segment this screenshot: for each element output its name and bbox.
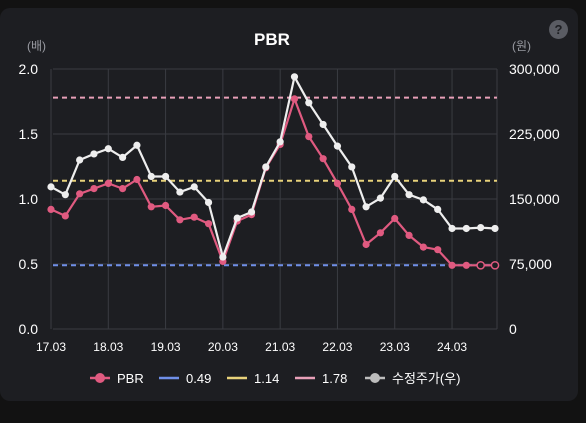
legend-label: PBR	[117, 371, 144, 386]
data-point	[119, 153, 127, 161]
data-point	[376, 194, 385, 202]
y-left-tick-label: 0.5	[19, 256, 39, 272]
legend-item: 1.78	[295, 371, 347, 386]
data-point	[61, 191, 69, 199]
y-left-tick-label: 1.5	[19, 126, 39, 142]
data-point	[462, 261, 470, 269]
x-tick-label: 23.03	[380, 340, 410, 354]
x-tick-label: 17.03	[36, 340, 66, 354]
data-point	[462, 224, 470, 233]
data-point	[176, 216, 184, 224]
data-point	[405, 231, 413, 239]
data-point	[161, 201, 170, 210]
data-point	[434, 246, 442, 254]
legend-label: 0.49	[186, 371, 211, 386]
data-point	[405, 191, 413, 199]
data-point	[391, 172, 399, 181]
data-point	[290, 73, 299, 81]
data-point	[247, 208, 256, 216]
data-point	[305, 99, 313, 107]
chart-card	[0, 8, 578, 401]
data-point	[276, 138, 284, 146]
legend-swatch-dot	[95, 373, 105, 383]
data-point	[319, 120, 327, 129]
x-tick-label: 19.03	[151, 340, 181, 354]
help-icon[interactable]: ?	[549, 20, 568, 39]
data-point	[419, 243, 427, 251]
data-point	[348, 163, 356, 171]
data-point	[362, 240, 370, 249]
data-point	[190, 183, 198, 191]
series-line	[50, 75, 496, 259]
data-point	[434, 205, 442, 213]
y-right-tick-label: 225,000	[509, 126, 560, 142]
legend-item: PBR	[90, 371, 144, 386]
data-point	[147, 203, 155, 211]
y-right-tick-label: 300,000	[509, 61, 560, 77]
data-point	[490, 260, 500, 270]
series-line	[50, 97, 495, 267]
data-point	[319, 155, 327, 163]
data-point	[147, 172, 155, 181]
data-point	[376, 229, 385, 237]
data-point	[219, 253, 227, 261]
data-point	[90, 185, 98, 193]
data-point	[419, 196, 427, 204]
data-point	[133, 175, 141, 184]
data-point	[47, 183, 55, 191]
left-axis-unit: (배)	[27, 39, 46, 53]
data-point	[176, 188, 184, 196]
legend-item: 1.14	[227, 371, 279, 386]
data-point	[333, 142, 342, 150]
data-point	[204, 220, 213, 228]
x-tick-label: 18.03	[93, 340, 123, 354]
data-point	[362, 203, 370, 211]
data-point	[305, 133, 313, 141]
legend-label: 1.78	[322, 371, 347, 386]
data-point	[104, 145, 112, 153]
data-point	[333, 179, 342, 187]
data-point	[104, 179, 112, 187]
legend-item: 수정주가(우)	[365, 371, 460, 386]
data-point	[119, 185, 127, 193]
x-tick-label: 24.03	[437, 340, 467, 354]
legend-label: 수정주가(우)	[392, 371, 460, 386]
chart-title: PBR	[254, 30, 290, 49]
legend-item: 0.49	[159, 371, 211, 386]
data-point	[491, 224, 499, 233]
data-point	[262, 163, 270, 171]
data-point	[290, 95, 299, 103]
data-point	[233, 214, 241, 222]
data-point	[448, 224, 456, 233]
data-point	[133, 141, 141, 149]
data-point	[476, 260, 486, 270]
data-point	[477, 224, 485, 232]
data-point	[391, 214, 399, 223]
y-left-tick-label: 1.0	[19, 191, 39, 207]
right-axis-unit: (원)	[512, 39, 531, 53]
data-point	[190, 213, 198, 221]
x-tick-label: 20.03	[208, 340, 238, 354]
x-tick-label: 21.03	[265, 340, 295, 354]
data-point	[47, 205, 55, 213]
data-point	[76, 190, 84, 198]
y-right-tick-label: 0	[509, 321, 517, 337]
data-point	[61, 212, 69, 220]
data-point	[76, 156, 84, 164]
legend-swatch-dot	[370, 373, 380, 383]
data-point	[161, 172, 170, 181]
legend-label: 1.14	[254, 371, 279, 386]
data-point	[348, 205, 356, 213]
data-point	[448, 261, 456, 269]
x-tick-label: 22.03	[322, 340, 352, 354]
y-right-tick-label: 75,000	[509, 256, 552, 272]
y-left-tick-label: 2.0	[19, 61, 39, 77]
data-point	[204, 198, 213, 207]
y-left-tick-label: 0.0	[19, 321, 39, 337]
data-point	[90, 150, 98, 158]
y-right-tick-label: 150,000	[509, 191, 560, 207]
